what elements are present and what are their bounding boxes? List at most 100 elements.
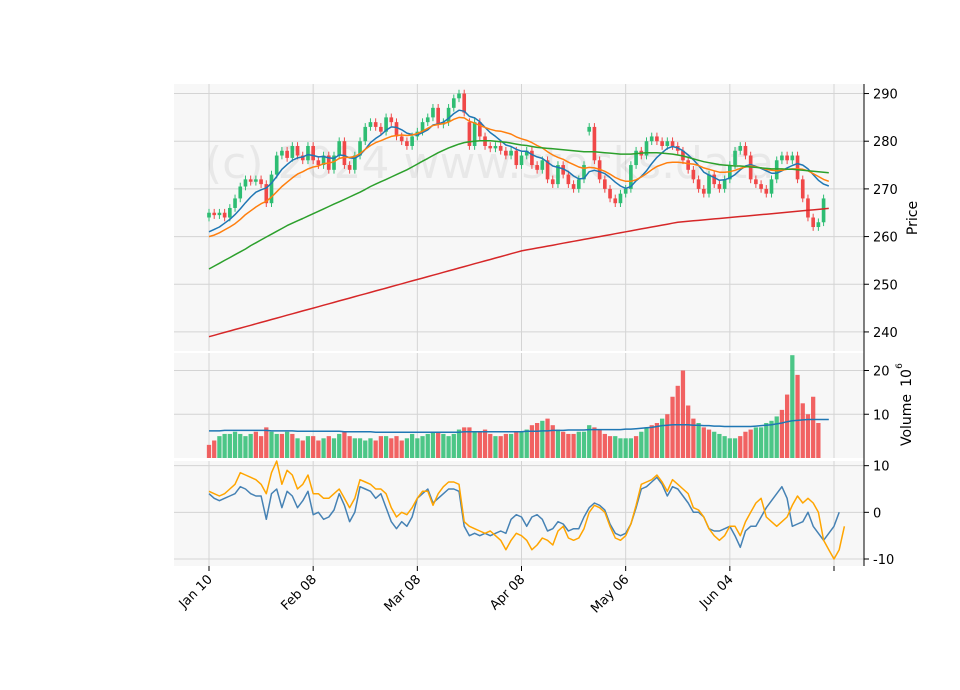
volume-bar: [701, 427, 706, 458]
candle-body: [644, 141, 649, 156]
oscillator-line-2: [208, 460, 846, 560]
xtick-label: Jan 10: [176, 572, 216, 612]
volume-bar: [290, 433, 295, 458]
candle-body: [399, 136, 404, 142]
volume-bar: [534, 423, 540, 458]
volume-bar: [352, 438, 357, 458]
candle-body: [207, 212, 211, 218]
price-ytick-label: 270: [873, 183, 898, 198]
volume-bar: [383, 436, 389, 458]
volume-bar: [451, 433, 456, 458]
candle-body: [316, 160, 321, 166]
candle-body: [243, 179, 248, 187]
volume-bar: [227, 433, 232, 458]
candle-body: [420, 122, 425, 132]
candle-body: [405, 141, 409, 146]
candle-body: [228, 207, 232, 218]
candle-body: [306, 145, 310, 161]
candle-body: [707, 174, 711, 194]
volume-panel: [206, 355, 829, 458]
volume-bar: [472, 431, 477, 458]
volume-bar: [373, 440, 378, 458]
volume-bar: [561, 431, 566, 458]
volume-bar: [212, 440, 217, 458]
xtick-label: Apr 08: [487, 572, 528, 613]
candle-body: [514, 150, 519, 166]
volume-bar: [628, 438, 634, 458]
volume-bar: [488, 433, 493, 458]
volume-bar: [686, 405, 691, 458]
osc-ytick-label: 0: [873, 506, 881, 521]
candle-body: [754, 179, 758, 185]
price-panel: [207, 89, 830, 338]
volume-bar: [430, 431, 436, 458]
volume-bar: [524, 429, 529, 458]
volume-bar: [816, 423, 821, 458]
volume-bar: [295, 438, 300, 458]
candle-body: [556, 165, 560, 185]
candle-body: [462, 93, 467, 113]
candle-body: [504, 150, 508, 156]
volume-bar: [404, 438, 410, 458]
candle-body: [451, 98, 456, 108]
volume-bar: [274, 433, 279, 458]
volume-bar: [571, 433, 576, 458]
volume-bar: [748, 429, 753, 458]
volume-unit-exponent: 6: [895, 363, 905, 369]
candle-body: [519, 155, 524, 166]
volume-bar: [300, 440, 305, 458]
volume-bar: [238, 433, 243, 458]
volume-bar: [337, 433, 342, 458]
volume-bar: [399, 440, 404, 458]
price-ytick-label: 280: [873, 135, 898, 150]
volume-bar: [649, 425, 654, 458]
candle-body: [269, 174, 274, 204]
candle-body: [379, 126, 383, 132]
volume-bar: [425, 433, 430, 458]
volume-bar: [764, 423, 769, 458]
volume-bar: [389, 438, 394, 458]
volume-bar: [529, 425, 535, 458]
volume-bar: [550, 425, 555, 458]
volume-bar: [566, 433, 571, 458]
volume-bar: [264, 427, 269, 458]
candle-body: [285, 150, 289, 158]
volume-bar: [493, 436, 498, 458]
volume-bar: [441, 433, 446, 458]
candle-body: [222, 212, 227, 218]
candle-body: [655, 136, 659, 142]
candle-body: [816, 222, 821, 228]
candle-body: [530, 150, 534, 166]
xtick-label: Mar 08: [382, 572, 425, 615]
candle-body: [446, 107, 451, 123]
candle-body: [540, 160, 545, 170]
candle-body: [410, 136, 414, 146]
candle-body: [592, 126, 597, 161]
volume-bar: [696, 423, 701, 458]
moving-average-line-3: [208, 139, 829, 270]
xtick-label: Feb 08: [278, 572, 320, 614]
volume-bar: [326, 436, 331, 458]
price-axis-label: Price: [905, 201, 921, 235]
candle-body: [670, 141, 675, 146]
volume-bar: [644, 427, 649, 458]
candle-body: [353, 155, 357, 170]
candle-body: [384, 117, 388, 132]
candle-body: [467, 122, 472, 146]
volume-ytick-label: 10: [873, 408, 890, 423]
volume-bar: [467, 427, 472, 458]
moving-average-line-1: [208, 109, 830, 233]
candle-body: [389, 117, 394, 123]
candle-body: [254, 179, 258, 182]
moving-average-line-4: [208, 207, 829, 338]
volume-bar: [243, 436, 248, 458]
xtick-label: Jun 04: [696, 572, 736, 612]
volume-bar: [680, 370, 686, 458]
candle-body: [623, 188, 628, 194]
volume-bar: [357, 438, 363, 458]
candle-body: [576, 179, 581, 189]
candle-body: [769, 179, 774, 194]
volume-bar: [795, 374, 800, 458]
volume-bar: [462, 427, 467, 458]
candle-body: [811, 217, 815, 228]
